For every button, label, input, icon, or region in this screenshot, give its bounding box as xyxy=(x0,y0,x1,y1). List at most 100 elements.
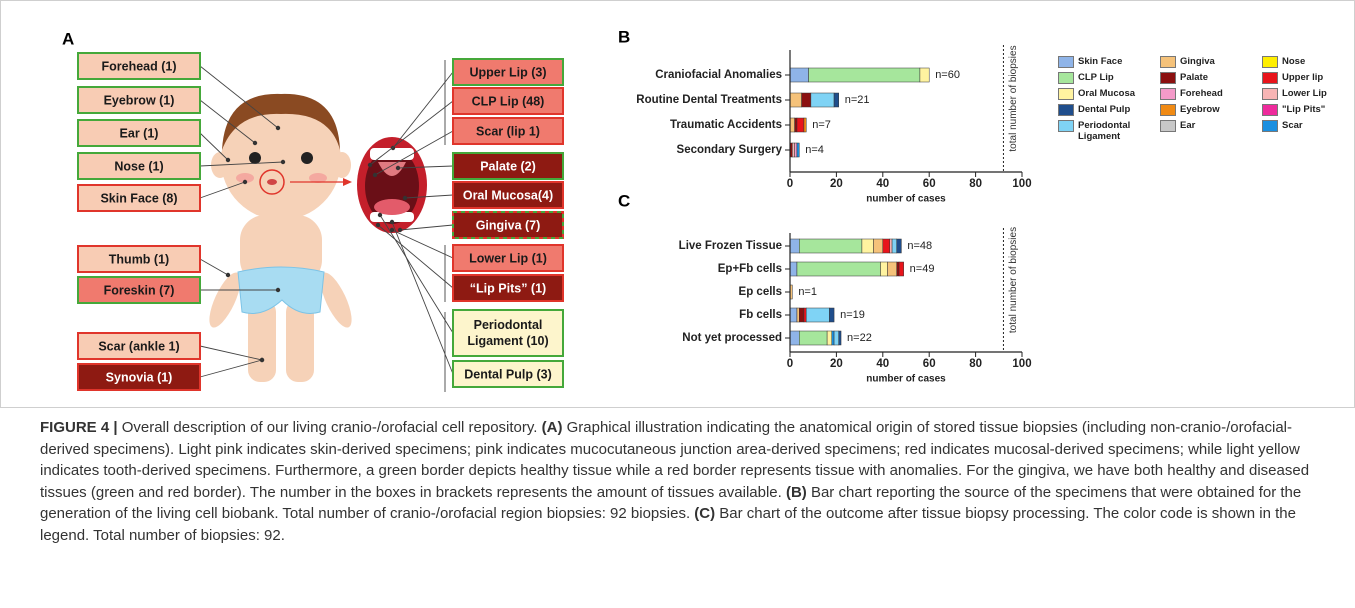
tissue-box-label: Lower Lip (1) xyxy=(469,251,547,265)
bar-segment xyxy=(795,143,797,157)
bar-segment xyxy=(862,239,874,253)
legend-item: Dental Pulp xyxy=(1058,104,1154,116)
legend-item: Periodontal Ligament xyxy=(1058,120,1154,142)
bar-segment xyxy=(892,239,897,253)
bar-segment xyxy=(897,239,902,253)
total-label: n=60 xyxy=(935,69,960,81)
bar-segment xyxy=(797,118,804,132)
caption-bold: FIGURE 4 | xyxy=(40,419,118,436)
tissue-box-label: “Lip Pits” (1) xyxy=(470,281,546,295)
x-tick-label: 100 xyxy=(1012,178,1031,190)
connector-dot xyxy=(373,173,377,177)
category-label: Not yet processed xyxy=(682,332,782,344)
legend-swatch xyxy=(1058,104,1074,116)
legend-item: Gingiva xyxy=(1160,56,1256,68)
x-tick-label: 80 xyxy=(969,178,982,190)
connector-line xyxy=(200,259,228,275)
legend-swatch xyxy=(1058,88,1074,100)
category-label: Craniofacial Anomalies xyxy=(655,69,782,81)
bar-segment xyxy=(839,331,841,345)
figure-page: AForehead (1)Eyebrow (1)Ear (1)Nose (1)S… xyxy=(0,0,1355,608)
category-label: Ep cells xyxy=(739,286,782,298)
connector-dot xyxy=(276,288,280,292)
bar-segment xyxy=(797,143,799,157)
legend-swatch xyxy=(1160,104,1176,116)
x-tick-label: 0 xyxy=(787,358,793,370)
legend-label: Ear xyxy=(1180,120,1254,131)
reference-line-label: total number of biopsies xyxy=(1008,227,1019,333)
bar-segment xyxy=(790,68,809,82)
tissue-box-label: Skin Face (8) xyxy=(100,191,177,205)
x-tick-label: 20 xyxy=(830,178,843,190)
legend-item: Upper lip xyxy=(1262,72,1355,84)
bar-segment xyxy=(880,262,887,276)
child-illustration xyxy=(203,94,357,382)
connector-dot xyxy=(281,160,285,164)
connector-dot xyxy=(243,180,247,184)
legend-label: Nose xyxy=(1282,56,1355,67)
x-tick-label: 20 xyxy=(830,358,843,370)
bar-segment xyxy=(897,262,899,276)
bar-segment xyxy=(790,118,795,132)
legend-label: Gingiva xyxy=(1180,56,1254,67)
legend-item: Eyebrow xyxy=(1160,104,1256,116)
bar-segment xyxy=(790,93,802,107)
legend-swatch xyxy=(1058,72,1074,84)
bar-segment xyxy=(804,118,806,132)
panel-label: A xyxy=(62,29,74,48)
connector-dot xyxy=(368,163,372,167)
connector-dot xyxy=(396,166,400,170)
tissue-box-label-wrap: Periodontal Ligament (10) xyxy=(457,310,559,356)
total-label: n=1 xyxy=(798,286,817,298)
connector-line xyxy=(378,225,453,288)
bar-segment xyxy=(920,68,929,82)
x-tick-label: 40 xyxy=(876,178,889,190)
bar-segment xyxy=(832,331,834,345)
bar-segment xyxy=(874,239,883,253)
bar-segment xyxy=(804,308,806,322)
bar-segment xyxy=(834,93,839,107)
legend-swatch xyxy=(1160,56,1176,68)
legend-item: Forehead xyxy=(1160,88,1256,100)
legend-swatch xyxy=(1262,56,1278,68)
legend-item: Oral Mucosa xyxy=(1058,88,1154,100)
x-tick-label: 60 xyxy=(923,178,936,190)
category-label: Live Frozen Tissue xyxy=(679,240,782,252)
category-label: Traumatic Accidents xyxy=(670,119,782,131)
legend-item: Nose xyxy=(1262,56,1355,68)
caption-text: Overall description of our living cranio… xyxy=(118,419,542,436)
bar-segment xyxy=(790,308,797,322)
connector-dot xyxy=(378,213,382,217)
total-label: n=19 xyxy=(840,309,865,321)
bar-segment xyxy=(899,262,904,276)
total-label: n=7 xyxy=(812,119,831,131)
bar-segment xyxy=(797,308,799,322)
panel-label: C xyxy=(618,191,630,210)
tissue-box-label: Foreskin (7) xyxy=(104,283,175,297)
x-tick-label: 60 xyxy=(923,358,936,370)
caption-bold: (C) xyxy=(694,505,715,522)
legend-swatch xyxy=(1262,120,1278,132)
bar-segment xyxy=(890,239,892,253)
legend-label: "Lip Pits" xyxy=(1282,104,1355,115)
x-tick-label: 100 xyxy=(1012,358,1031,370)
connector-line xyxy=(380,215,453,333)
legend-item: Ear xyxy=(1160,120,1256,132)
connector-dot xyxy=(226,273,230,277)
tissue-box-label: Periodontal Ligament (10) xyxy=(457,310,559,356)
connector-dot xyxy=(226,158,230,162)
category-label: Routine Dental Treatments xyxy=(636,94,782,106)
category-label: Secondary Surgery xyxy=(677,144,783,156)
legend-label: Skin Face xyxy=(1078,56,1152,67)
legend-swatch xyxy=(1262,104,1278,116)
bar-segment xyxy=(834,331,839,345)
legend-label: Dental Pulp xyxy=(1078,104,1152,115)
total-label: n=49 xyxy=(910,263,935,275)
legend-label: Oral Mucosa xyxy=(1078,88,1152,99)
legend-swatch xyxy=(1262,72,1278,84)
bar-segment xyxy=(795,118,797,132)
tissue-box-label: Nose (1) xyxy=(114,159,163,173)
legend-swatch xyxy=(1160,72,1176,84)
total-label: n=21 xyxy=(845,94,870,106)
legend-item: Skin Face xyxy=(1058,56,1154,68)
